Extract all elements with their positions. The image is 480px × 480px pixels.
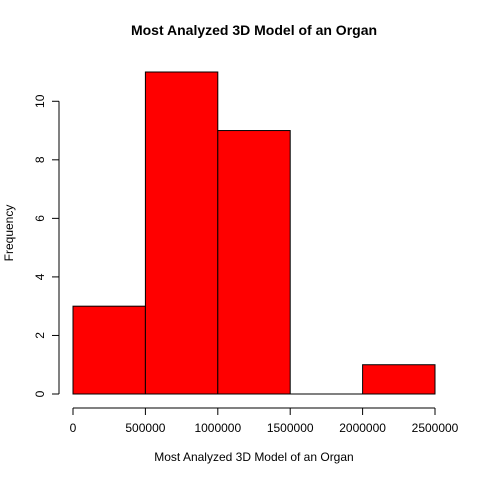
chart-title: Most Analyzed 3D Model of an Organ [131, 22, 377, 38]
y-tick-label: 6 [33, 215, 47, 222]
y-tick-label: 10 [33, 94, 47, 108]
y-axis: 0 2 4 6 8 10 [33, 94, 60, 397]
x-tick-label: 2500000 [412, 421, 459, 435]
x-tick-label: 1000000 [194, 421, 241, 435]
x-axis: 0 500000 1000000 1500000 2000000 2500000 [70, 407, 459, 435]
y-tick-label: 8 [33, 156, 47, 163]
bars-group [72, 71, 436, 395]
histogram-bar-4 [362, 364, 436, 395]
x-tick-label: 2000000 [339, 421, 386, 435]
x-tick-label: 500000 [125, 421, 165, 435]
y-tick-label: 0 [33, 390, 47, 397]
histogram-bar-2 [217, 130, 291, 395]
y-tick-label: 2 [33, 332, 47, 339]
x-tick-label: 1500000 [267, 421, 314, 435]
x-tick-label: 0 [70, 421, 77, 435]
y-tick-label: 4 [33, 273, 47, 280]
x-axis-label: Most Analyzed 3D Model of an Organ [154, 450, 353, 464]
histogram-bar-0 [72, 305, 146, 395]
histogram-bar-1 [144, 71, 219, 395]
y-axis-label: Frequency [2, 205, 16, 262]
